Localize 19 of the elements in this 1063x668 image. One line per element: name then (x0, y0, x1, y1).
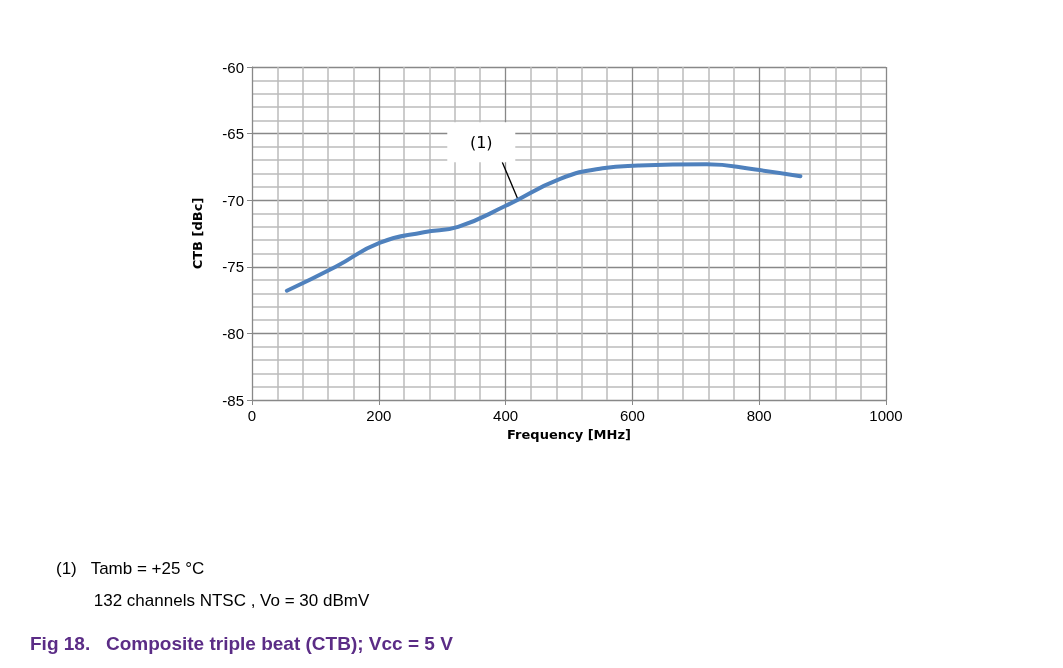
x-tick-label: 1000 (869, 407, 903, 424)
y-tick-label: -75 (222, 258, 244, 276)
y-tick-label: -65 (222, 125, 244, 143)
x-tick-label: 200 (366, 407, 392, 424)
y-tick-label: -85 (222, 391, 244, 409)
x-tick-label: 0 (247, 407, 257, 424)
x-tick-label: 800 (746, 407, 772, 424)
y-axis-title: CTB [dBc] (190, 197, 205, 270)
x-tick-label: 600 (619, 407, 645, 424)
y-tick-label: -70 (222, 191, 244, 209)
annotation: (1) (469, 132, 493, 152)
x-axis-title: Frequency [MHz] (507, 426, 631, 442)
text: Fig 18. Composite triple beat (CTB); Vcc = 5 V (30, 633, 454, 654)
text: (1) Tamb = +25 °C (56, 559, 205, 578)
y-tick-label: -80 (222, 324, 244, 342)
text: 132 channels NTSC , Vo = 30 dBmV (56, 591, 370, 610)
y-tick-label: -60 (222, 58, 244, 76)
x-tick-label: 400 (493, 407, 519, 424)
line-series (284, 162, 803, 293)
